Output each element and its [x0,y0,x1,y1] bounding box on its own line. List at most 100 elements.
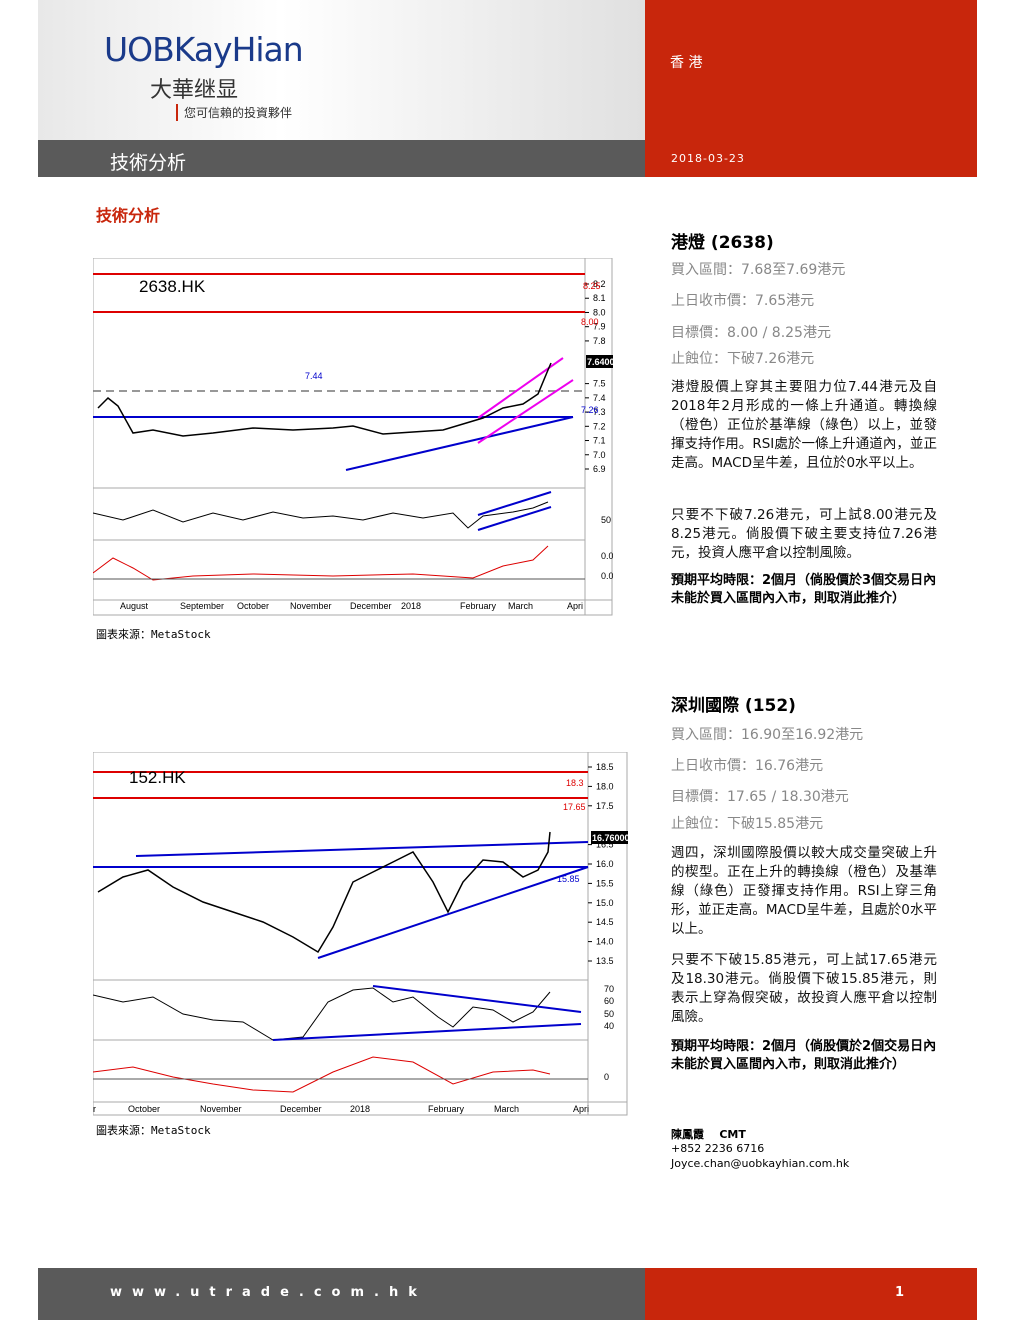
month-label: r [93,1104,96,1114]
stock-target: 目標價：8.00 / 8.25港元 [671,325,831,341]
month-label: September [180,601,224,611]
level-annotation: 17.65 [563,802,586,812]
footer-bar [38,1268,645,1320]
month-label: November [200,1104,242,1114]
footer-url: www.utrade.com.hk [110,1285,427,1300]
level-annotation: 18.3 [566,778,584,788]
section: 技術分析 [110,152,187,174]
brand: UOBKayHian [104,30,304,69]
month-label: February [428,1104,465,1114]
stock-buy-range: 買入區間：16.90至16.92港元 [671,727,864,743]
wedge-line [317,866,589,959]
chart-image: 152.HK 18.5 18.0 17.5 16.5 16.0 15.5 15.0 14.5 14… [93,752,628,1116]
month-label: March [494,1104,519,1114]
month-label: Apri [573,1104,589,1114]
level-annotation: 7.26 [581,405,599,415]
wedge-line [135,841,589,857]
stock-buy-range: 買入區間：7.68至7.69港元 [671,262,846,278]
tagline: 您可信賴的投資夥伴 [176,104,292,121]
month-label: November [290,601,332,611]
level-annotation: 8.00 [581,317,599,327]
y-tick-label: 7.1 [593,436,606,446]
chart-frame [93,752,628,1116]
macd-tick-label: 0.00 [601,571,613,581]
chart-source: 圖表來源：MetaStock [96,1124,211,1137]
rsi-channel [477,491,552,516]
brand-cn: 大華继显 [150,78,239,103]
rsi-tick-label: 40 [604,1021,614,1031]
chart-frame [93,258,613,616]
y-tick-label: 6.9 [593,464,606,474]
month-label: October [237,601,269,611]
level-annotation: 15.85 [557,874,580,884]
rsi-line [372,985,582,1013]
level-annotation: 8.25 [583,281,601,291]
y-tick-label: 8.1 [593,293,606,303]
stock-target: 目標價：17.65 / 18.30港元 [671,789,849,805]
rsi-channel [477,506,552,531]
price-sketch [97,831,551,954]
channel-line [477,379,574,444]
rsi-line [272,1023,582,1041]
analyst-name: 陳鳳霞 [671,1128,704,1141]
month-label: 2018 [350,1104,370,1114]
y-tick-label: 16.0 [596,859,614,869]
month-label: August [120,601,149,611]
analyst-email: Joyce.chan@uobkayhian.com.hk [671,1157,850,1170]
trend-line [345,416,574,471]
y-tick-label: 7.8 [593,336,606,346]
month-label: 2018 [401,601,421,611]
y-tick-label: 13.5 [596,956,614,966]
rsi-tick-label: 60 [604,996,614,1006]
month-label: Apri [567,601,583,611]
rsi-sketch [93,501,549,529]
y-tick-label: 17.5 [596,801,614,811]
y-tick-label: 8.0 [593,307,606,317]
month-label: October [128,1104,160,1114]
rsi-sketch [93,987,551,1041]
price-tag-bg [586,355,613,368]
rsi-tick-label: 50 [601,515,611,525]
macd-tick-label: 0.05 [601,551,613,561]
chart-symbol: 2638.HK [139,277,206,296]
level-annotation: 7.44 [305,371,323,381]
price-tag: 16.76000 [592,833,628,843]
month-label: March [508,601,533,611]
analyst: 陳鳳霞 CMT [671,1126,746,1142]
macd-tick-label: 0 [604,1072,609,1082]
y-tick-label: 14.5 [596,917,614,927]
page-title: 技術分析 [96,206,161,225]
stock-paragraph: 港燈股價上穿其主要阻力位7.44港元及自2018年2月形成的一條上升通道。轉換線… [671,379,937,471]
stock-prev-close: 上日收市價：7.65港元 [671,293,815,309]
y-tick-label: 7.2 [593,421,606,431]
month-label: December [280,1104,322,1114]
price-tag-bg [591,831,628,844]
stock-paragraph: 週四，深圳國際股價以較大成交量突破上升的楔型。正在上升的轉換線（橙色）及基準線（… [671,845,937,937]
y-tick-label: 18.5 [596,762,614,772]
stock-paragraph: 只要不下破15.85港元，可上試17.65港元及18.30港元。倘股價下破15.… [671,952,937,1025]
stock-stop: 止蝕位：下破15.85港元 [671,816,824,832]
y-tick-label: 14.0 [596,937,614,947]
stock-prev-close: 上日收市價：16.76港元 [671,758,824,774]
price-sketch [97,362,552,437]
header-bg [38,0,645,140]
month-label: February [460,601,497,611]
y-tick-label: 7.3 [593,407,606,417]
stock-name: 港燈 (2638) [671,233,774,253]
analyst-title: CMT [719,1128,746,1141]
stock-paragraph: 只要不下破7.26港元，可上試8.00港元及8.25港元。倘股價下破主要支持位7… [671,507,937,561]
date: 2018-03-23 [671,152,745,165]
footer-red [645,1268,977,1320]
y-tick-label: 18.0 [596,781,614,791]
macd-sketch [93,545,549,581]
month-label: December [350,601,392,611]
y-tick-label: 7.0 [593,450,606,460]
region: 香 港 [670,55,703,71]
header-bar [38,140,645,177]
stock-note: 預期平均時限：2個月（倘股價於3個交易日內未能於買入區間內入市，則取消此推介） [671,573,937,606]
chart-image: 2638.HK 8.2 8.1 8.0 7.9 7.8 7.5 7.4 7.3 7.2 7.1 7.0… [93,258,613,616]
stock-note: 預期平均時限：2個月（倘股價於2個交易日內未能於買入區間內入市，則取消此推介） [671,1039,937,1072]
stock-stop: 止蝕位：下破7.26港元 [671,351,815,367]
price-tag: 7.6400 [587,357,613,367]
